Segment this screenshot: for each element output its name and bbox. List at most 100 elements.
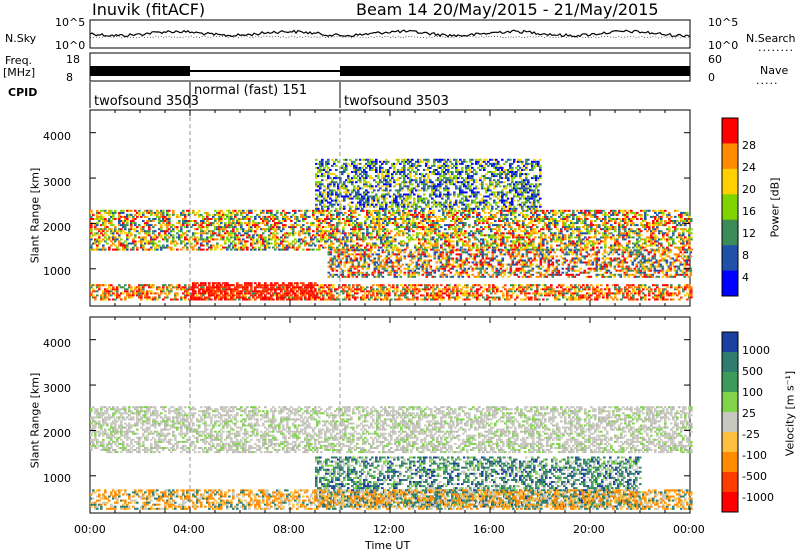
power-cell [624, 226, 627, 229]
power-cell [664, 288, 667, 291]
power-cell [350, 236, 353, 239]
power-cell [534, 218, 537, 220]
power-cell [400, 298, 403, 301]
power-cell [156, 292, 159, 295]
power-cell [414, 213, 417, 216]
power-cell [194, 238, 197, 241]
power-cell [562, 226, 565, 229]
power-cell [520, 236, 523, 239]
power-cell [604, 211, 607, 214]
power-cell [430, 236, 433, 239]
power-cell [660, 220, 663, 222]
power-cell [90, 284, 93, 287]
power-cell [262, 286, 265, 289]
power-cell [512, 232, 515, 235]
power-cell [206, 232, 209, 235]
power-cell [402, 292, 405, 295]
power-cell [510, 246, 513, 249]
power-cell [320, 232, 323, 235]
power-cell [126, 218, 129, 220]
power-cell [546, 294, 549, 297]
power-cell [278, 294, 281, 297]
power-cell [272, 218, 275, 220]
power-cell [300, 290, 303, 293]
power-cell [210, 222, 213, 225]
power-cell [506, 298, 509, 301]
power-cell [604, 244, 607, 247]
power-cell [110, 211, 113, 214]
power-cell [244, 218, 247, 220]
power-cell [250, 248, 253, 251]
power-cell [330, 209, 333, 212]
power-cell [598, 296, 601, 299]
power-cell [266, 211, 269, 214]
power-cell [594, 213, 597, 216]
power-cell [310, 292, 313, 295]
power-cell [248, 222, 251, 225]
power-cell [422, 294, 425, 297]
power-cell [260, 238, 263, 241]
power-cell [328, 224, 331, 227]
power-cell [212, 286, 215, 289]
power-cell [220, 228, 223, 231]
power-cell [444, 234, 447, 237]
power-cell [532, 228, 535, 231]
power-cell [188, 240, 191, 243]
power-cell [208, 290, 211, 293]
power-cell [266, 228, 269, 231]
power-cell [500, 238, 503, 241]
power-cell [354, 230, 357, 233]
power-cell [222, 226, 225, 229]
power-cell [206, 211, 209, 214]
power-cell [234, 232, 237, 235]
power-cell [366, 290, 369, 293]
power-cell [544, 290, 547, 293]
power-cell [284, 226, 287, 229]
power-cell [158, 294, 161, 297]
power-cell [468, 209, 471, 212]
power-cell [354, 244, 357, 247]
power-cell [116, 286, 119, 289]
power-cell [412, 292, 415, 295]
power-cell [280, 222, 283, 225]
power-cell [406, 290, 409, 293]
power-cell [508, 226, 511, 229]
power-cell [244, 288, 247, 291]
power-cell [484, 211, 487, 214]
power-cell [156, 215, 159, 218]
power-cell [200, 226, 203, 229]
power-cell [280, 286, 283, 289]
power-cell [282, 240, 285, 243]
power-cell [398, 218, 401, 220]
power-cell [632, 288, 635, 291]
power-cell [238, 240, 241, 243]
power-cell [454, 226, 457, 229]
power-cell [598, 209, 601, 212]
power-cell [406, 296, 409, 299]
power-cell [102, 296, 105, 299]
power-cell [248, 298, 251, 301]
power-cell [318, 220, 321, 222]
power-cell [530, 298, 533, 301]
power-cell [158, 228, 161, 231]
power-cell [310, 248, 313, 251]
power-cell [194, 244, 197, 247]
power-cell [194, 290, 197, 293]
power-cell [384, 234, 387, 237]
power-cell [526, 286, 529, 289]
power-cell [404, 284, 407, 287]
power-cell [356, 290, 359, 293]
power-cell [96, 213, 99, 216]
power-cell [331, 275, 335, 278]
power-cell [312, 211, 315, 214]
power-cell [418, 288, 421, 291]
power-cell [320, 222, 323, 225]
power-cell [396, 284, 399, 287]
power-cell [654, 209, 657, 212]
power-cell [100, 248, 103, 251]
power-cell [486, 288, 489, 291]
power-cell [232, 294, 235, 297]
power-cell [642, 284, 645, 287]
power-cell [490, 242, 493, 245]
power-cell [508, 224, 511, 227]
